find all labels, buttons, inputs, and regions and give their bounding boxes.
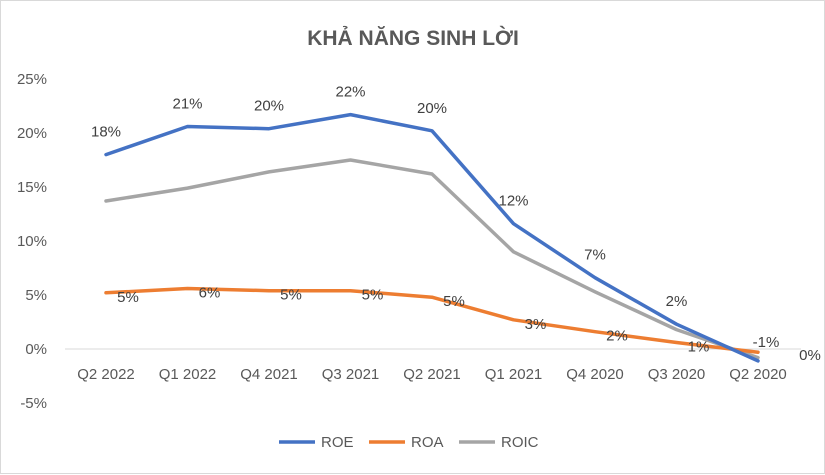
chart-title: KHẢ NĂNG SINH LỜI <box>307 26 519 50</box>
data-label-roe: 22% <box>335 84 365 101</box>
x-tick-label: Q2 2021 <box>403 366 461 383</box>
data-label-roe: 18% <box>91 124 121 141</box>
legend-label: ROA <box>411 434 444 451</box>
x-tick-label: Q4 2021 <box>240 366 298 383</box>
legend-item-roe: ROE <box>279 434 354 451</box>
data-label-roa: 3% <box>525 316 547 333</box>
data-label-roe: 21% <box>172 96 202 113</box>
data-label-roa: 5% <box>117 289 139 306</box>
data-label-roe: -1% <box>753 334 780 351</box>
data-label-roa: 2% <box>606 328 628 345</box>
data-label-roa: 0% <box>799 347 821 364</box>
y-tick-label: -5% <box>20 395 47 412</box>
x-tick-label: Q2 2022 <box>77 366 135 383</box>
series-lines <box>104 112 760 363</box>
x-axis: Q2 2022 Q1 2022 Q4 2021 Q3 2021 Q2 2021 Q1 20… <box>77 366 787 383</box>
legend-item-roa: ROA <box>369 434 444 451</box>
data-label-roe: 20% <box>254 98 284 115</box>
y-tick-label: 20% <box>17 125 47 142</box>
legend: ROE ROA ROIC <box>279 434 539 451</box>
data-label-roe: 20% <box>417 100 447 117</box>
x-tick-label: Q3 2021 <box>322 366 380 383</box>
y-tick-label: 5% <box>25 287 47 304</box>
x-tick-label: Q3 2020 <box>648 366 706 383</box>
legend-item-roic: ROIC <box>459 434 539 451</box>
y-tick-label: 25% <box>17 71 47 88</box>
data-label-roa: 5% <box>443 293 465 310</box>
data-label-roe: 2% <box>666 293 688 310</box>
y-tick-label: 0% <box>25 341 47 358</box>
data-label-roa: 5% <box>362 287 384 304</box>
y-tick-label: 10% <box>17 233 47 250</box>
x-tick-label: Q1 2021 <box>485 366 543 383</box>
series-line-roic <box>104 158 760 360</box>
x-tick-label: Q2 2020 <box>729 366 787 383</box>
legend-label: ROE <box>321 434 354 451</box>
data-label-roa: 5% <box>280 287 302 304</box>
series-line-roa <box>104 286 760 354</box>
x-tick-label: Q4 2020 <box>566 366 624 383</box>
data-label-roa: 6% <box>199 285 221 302</box>
data-label-roe: 7% <box>584 247 606 264</box>
y-axis: 25% 20% 15% 10% 5% 0% -5% <box>17 71 47 412</box>
data-label-roe: 12% <box>498 193 528 210</box>
legend-label: ROIC <box>501 434 539 451</box>
series-line-roe <box>104 112 760 363</box>
data-label-roa: 1% <box>688 339 710 356</box>
data-labels: 18% 21% 20% 22% 20% 12% 7% 2% -1% 5% 6% 5% 5% 5% 3% 2% 1… <box>91 84 821 365</box>
x-tick-label: Q1 2022 <box>159 366 217 383</box>
y-tick-label: 15% <box>17 179 47 196</box>
